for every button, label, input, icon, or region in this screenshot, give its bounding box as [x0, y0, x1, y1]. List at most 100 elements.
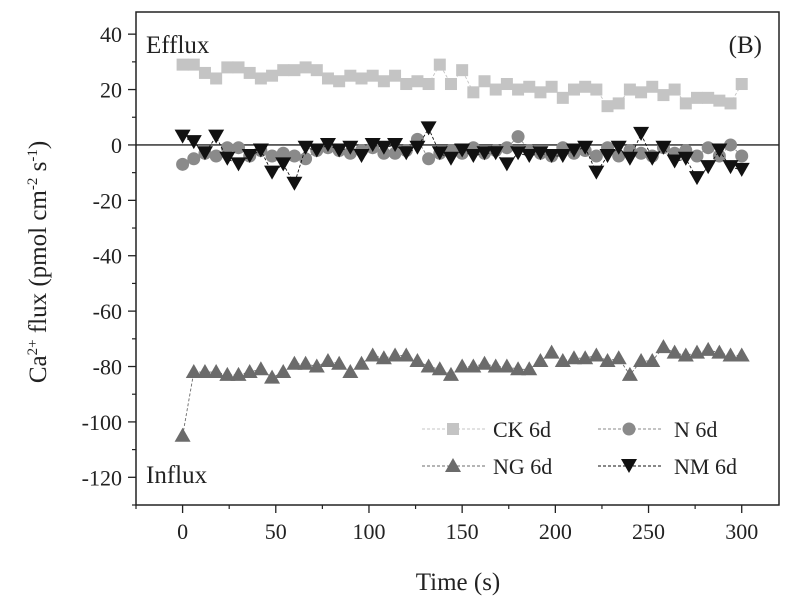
point-ck-6d — [556, 91, 569, 104]
point-nm-6d — [565, 143, 582, 158]
point-nm-6d — [398, 146, 415, 161]
point-nm-6d — [498, 157, 515, 172]
point-n-6d — [589, 149, 603, 163]
point-ck-6d — [198, 66, 211, 79]
point-ng-6d — [733, 347, 750, 362]
point-ng-6d — [264, 369, 281, 384]
x-tick-label: 50 — [265, 519, 287, 544]
point-ng-6d — [364, 347, 381, 362]
point-n-6d — [724, 138, 738, 152]
point-nm-6d — [241, 149, 258, 164]
y-title-s: s — [25, 162, 52, 178]
point-ck-6d — [266, 69, 279, 82]
point-ng-6d — [476, 355, 493, 370]
point-ng-6d — [174, 427, 191, 442]
point-ck-6d — [288, 64, 301, 77]
point-ck-6d — [690, 91, 703, 104]
influx-label: Influx — [146, 462, 208, 489]
point-ng-6d — [633, 352, 650, 367]
point-ng-6d — [308, 358, 325, 373]
y-tick-label: -100 — [82, 410, 122, 435]
point-ck-6d — [333, 75, 346, 88]
point-ck-6d — [433, 58, 446, 71]
point-ck-6d — [735, 78, 748, 91]
point-ck-6d — [221, 61, 234, 74]
point-ng-6d — [420, 358, 437, 373]
point-ck-6d — [210, 72, 223, 85]
point-n-6d — [299, 152, 313, 166]
point-nm-6d — [342, 140, 359, 155]
point-ng-6d — [208, 364, 225, 379]
point-n-6d — [735, 149, 749, 163]
point-ck-6d — [657, 89, 670, 102]
point-nm-6d — [286, 176, 303, 191]
point-ng-6d — [487, 358, 504, 373]
point-ck-6d — [489, 83, 502, 96]
point-ck-6d — [679, 97, 692, 110]
point-ng-6d — [588, 347, 605, 362]
point-ng-6d — [510, 361, 527, 376]
point-ng-6d — [621, 366, 638, 381]
point-ck-6d — [668, 83, 681, 96]
point-n-6d — [612, 149, 626, 163]
point-ck-6d — [456, 64, 469, 77]
point-ck-6d — [389, 69, 402, 82]
y-title-close: ) — [25, 141, 52, 149]
point-ng-6d — [610, 350, 627, 365]
point-ng-6d — [219, 366, 236, 381]
point-ck-6d — [500, 78, 513, 91]
point-nm-6d — [196, 146, 213, 161]
point-ng-6d — [387, 347, 404, 362]
point-ck-6d — [243, 66, 256, 79]
x-tick-label: 100 — [352, 519, 385, 544]
point-nm-6d — [577, 140, 594, 155]
point-ng-6d — [431, 361, 448, 376]
point-n-6d — [634, 146, 648, 160]
point-ck-6d — [567, 83, 580, 96]
point-nm-6d — [431, 146, 448, 161]
y-title-sup3: -1 — [25, 149, 41, 162]
point-nm-6d — [733, 162, 750, 177]
point-nm-6d — [319, 137, 336, 152]
point-ck-6d — [444, 78, 457, 91]
point-nm-6d — [409, 140, 426, 155]
point-nm-6d — [353, 149, 370, 164]
point-ng-6d — [454, 358, 471, 373]
point-nm-6d — [711, 143, 728, 158]
point-ck-6d — [579, 80, 592, 93]
point-nm-6d — [174, 129, 191, 144]
point-ck-6d — [187, 58, 200, 71]
point-ck-6d — [366, 69, 379, 82]
point-nm-6d — [387, 137, 404, 152]
point-n-6d — [701, 141, 715, 155]
point-nm-6d — [476, 146, 493, 161]
point-ng-6d — [722, 347, 739, 362]
point-ck-6d — [724, 97, 737, 110]
point-ck-6d — [377, 75, 390, 88]
point-nm-6d — [264, 165, 281, 180]
point-ng-6d — [711, 344, 728, 359]
efflux-label: Efflux — [146, 32, 210, 59]
point-ng-6d — [286, 355, 303, 370]
point-ng-6d — [398, 347, 415, 362]
x-tick-label: 250 — [632, 519, 665, 544]
legend-label-n: N 6d — [674, 417, 717, 442]
point-ng-6d — [331, 355, 348, 370]
point-ck-6d — [277, 64, 290, 77]
point-ck-6d — [176, 58, 189, 71]
point-ck-6d — [534, 86, 547, 99]
point-nm-6d — [621, 151, 638, 166]
point-ng-6d — [442, 366, 459, 381]
point-ck-6d — [601, 100, 614, 113]
point-ck-6d — [310, 64, 323, 77]
plot-frame — [135, 11, 780, 506]
y-tick-label: 20 — [100, 78, 122, 103]
point-ck-6d — [702, 91, 715, 104]
point-ng-6d — [644, 352, 661, 367]
point-ng-6d — [342, 364, 359, 379]
point-n-6d — [388, 146, 402, 160]
point-n-6d — [500, 141, 514, 155]
x-tick-label: 0 — [177, 519, 188, 544]
y-axis-title: Ca2+ flux (pmol cm-2 s-1) — [25, 141, 52, 383]
point-ng-6d — [353, 355, 370, 370]
